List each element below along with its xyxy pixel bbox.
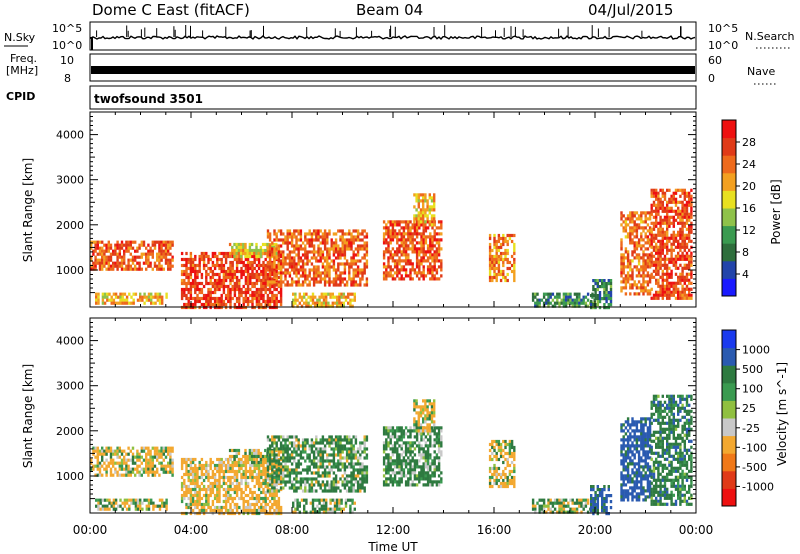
colorbar-swatch: [722, 278, 736, 297]
nsky-tick-bottom: 10^0: [52, 39, 82, 52]
x-tick-label: 00:00: [73, 523, 108, 537]
freq-tick-bottom: 8: [64, 72, 71, 85]
colorbar-tick-label: 100: [742, 383, 763, 396]
colorbar-swatch: [722, 260, 736, 279]
cpid-strip: CPID twofsound 3501: [6, 85, 697, 110]
colorbar-tick-label: -25: [742, 422, 760, 435]
colorbar-tick-label: 16: [742, 202, 756, 215]
colorbar-tick-label: 1000: [742, 344, 770, 357]
colorbar-tick-label: 28: [742, 136, 756, 149]
colorbar-swatch: [722, 453, 736, 472]
nsky-frame: [89, 21, 697, 51]
freq-strip: Freq. [MHz] 10 8 60 0 Nave: [6, 52, 776, 85]
beam-label: Beam 04: [356, 1, 423, 19]
colorbar-tick-label: 500: [742, 363, 763, 376]
velocity-panel: 1000 2000 3000 4000 Slant Range [km] 1000 50…: [21, 317, 789, 516]
date-label: 04/Jul/2015: [588, 1, 673, 19]
colorbar-swatch: [722, 172, 736, 191]
freq-label-line2: [MHz]: [6, 64, 38, 77]
velocity-colorbar-label: Velocity [m s^-1]: [775, 362, 789, 466]
freq-frame: [89, 53, 697, 82]
x-tick-label: 00:00: [679, 523, 714, 537]
freq-tick-top: 10: [60, 54, 74, 67]
y-tick-label: 2000: [56, 425, 84, 438]
colorbar-swatch: [722, 155, 736, 174]
freq-band: [91, 66, 695, 74]
freq-label-line1: Freq.: [10, 52, 37, 65]
nsearch-label: N.Search: [745, 30, 795, 43]
x-tick-label: 20:00: [578, 523, 613, 537]
colorbar-tick-label: 25: [742, 402, 756, 415]
velocity-colorbar-label-text: Velocity [m s^-1]: [775, 362, 789, 466]
x-axis-label: Time UT: [367, 540, 418, 554]
nsky-tick-top: 10^5: [52, 22, 82, 35]
nave-label: Nave: [747, 65, 775, 78]
velocity-heatmap: [90, 394, 693, 516]
colorbar-swatch: [722, 330, 736, 349]
colorbar-swatch: [722, 418, 736, 437]
x-tick-label: 04:00: [174, 523, 209, 537]
colorbar-tick-label: 8: [742, 246, 749, 259]
y-tick-label: 4000: [56, 129, 84, 142]
velocity-ylabel: Slant Range [km]: [21, 364, 35, 468]
power-panel: 1000 2000 3000 4000 Slant Range [km] 4 8 12 16…: [21, 111, 783, 310]
y-tick-label: 2000: [56, 219, 84, 232]
colorbar-swatch: [722, 470, 736, 489]
colorbar-tick-label: -500: [742, 461, 767, 474]
colorbar-swatch: [722, 208, 736, 227]
nave-tick-bottom: 0: [708, 72, 715, 85]
power-colorbar: 4 8 12 16 20 24 28: [721, 119, 756, 297]
colorbar-swatch: [722, 488, 736, 507]
colorbar-tick-label: -1000: [742, 480, 774, 493]
power-y-axis: 1000 2000 3000 4000: [56, 111, 696, 294]
x-tick-label: 08:00: [275, 523, 310, 537]
colorbar-swatch: [722, 365, 736, 384]
colorbar-tick-label: 20: [742, 180, 756, 193]
cpid-frame: [89, 85, 697, 110]
colorbar-swatch: [722, 243, 736, 262]
x-tick-label: 16:00: [477, 523, 512, 537]
colorbar-swatch: [722, 225, 736, 244]
nsky-label: N.Sky: [4, 31, 36, 44]
colorbar-tick-label: 24: [742, 158, 756, 171]
colorbar-swatch: [722, 190, 736, 209]
x-tick-label: 12:00: [376, 523, 411, 537]
plot-title: Dome C East (fitACF): [92, 1, 250, 19]
y-tick-label: 3000: [56, 174, 84, 187]
colorbar-swatch: [722, 382, 736, 401]
colorbar-tick-label: -100: [742, 441, 767, 454]
power-heatmap: [90, 188, 693, 310]
time-x-axis: 00:00 04:00 08:00 12:00 16:00 20:00 00:00: [73, 112, 714, 537]
y-tick-label: 1000: [56, 264, 84, 277]
nsearch-tick-bottom: 10^0: [708, 39, 738, 52]
colorbar-swatch: [722, 347, 736, 366]
nave-tick-top: 60: [708, 54, 722, 67]
colorbar-swatch: [722, 137, 736, 156]
cpid-label: CPID: [6, 90, 35, 103]
y-tick-label: 3000: [56, 380, 84, 393]
colorbar-swatch: [722, 120, 736, 139]
nsearch-tick-top: 10^5: [708, 22, 738, 35]
colorbar-tick-label: 12: [742, 224, 756, 237]
y-tick-label: 4000: [56, 335, 84, 348]
power-colorbar-label: Power [dB]: [769, 179, 783, 244]
velocity-colorbar: 1000 500 100 25 -25 -100 -500 -1000: [721, 329, 774, 507]
nsky-trace: [90, 25, 696, 50]
velocity-y-axis: 1000 2000 3000 4000: [56, 317, 696, 500]
colorbar-swatch: [722, 400, 736, 419]
colorbar-swatch: [722, 435, 736, 454]
colorbar-tick-label: 4: [742, 268, 749, 281]
y-tick-label: 1000: [56, 470, 84, 483]
nsky-strip: N.Sky 10^5 10^0 10^5 10^0 N.Search: [4, 21, 795, 52]
power-ylabel: Slant Range [km]: [21, 158, 35, 262]
cpid-value: twofsound 3501: [94, 92, 203, 106]
